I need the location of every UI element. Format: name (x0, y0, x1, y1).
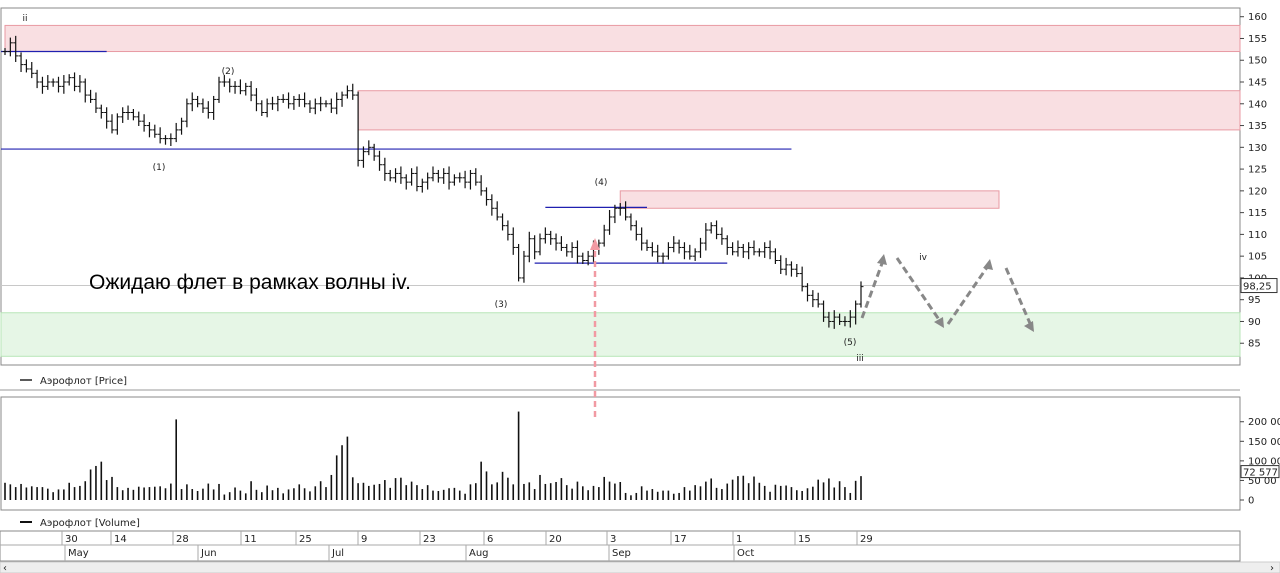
date-label: 9 (361, 534, 367, 545)
y-tick-label: 85 (1248, 339, 1261, 350)
date-label: 17 (674, 534, 687, 545)
wave-label: iv (919, 253, 928, 263)
last-price-label: 98,25 (1243, 282, 1272, 293)
y-tick-label: 95 (1248, 295, 1261, 306)
price-pane-frame (0, 7, 1241, 366)
date-label: 1 (736, 534, 742, 545)
projection-arrowhead (934, 317, 944, 328)
y-tick-label: 130 (1248, 143, 1267, 154)
y-tick-label: 140 (1248, 99, 1267, 110)
wave-label: (3) (495, 300, 508, 310)
date-label: 14 (114, 534, 127, 545)
zone-resistance (619, 190, 1000, 209)
projection-segment (895, 257, 944, 325)
month-label: Oct (737, 548, 754, 559)
projection-segment (860, 257, 886, 319)
date-label: 28 (176, 534, 189, 545)
y-tick-label: 105 (1248, 252, 1267, 263)
projection-arrowhead (877, 254, 887, 265)
date-label: 11 (244, 534, 257, 545)
projection-arrowhead (1024, 321, 1034, 332)
month-label: May (68, 548, 89, 559)
volume-legend: Аэрофлот [Volume] (40, 518, 140, 529)
vol-tick-label: 150 00 (1248, 437, 1280, 448)
y-tick-label: 135 (1248, 121, 1267, 132)
y-tick-label: 90 (1248, 317, 1261, 328)
date-label: 29 (860, 534, 873, 545)
wave-label: (1) (153, 163, 166, 173)
date-label: 20 (549, 534, 562, 545)
projection-segment (946, 262, 992, 325)
last-volume-label: 72 577 (1243, 468, 1278, 479)
last-price-box (1240, 278, 1278, 294)
wave-label: (2) (222, 67, 235, 77)
wave-label: (5) (844, 338, 857, 348)
vol-tick-label: 100 00 (1248, 456, 1280, 467)
y-tick-label: 145 (1248, 78, 1267, 89)
arrow-head (590, 238, 600, 250)
y-tick-label: 125 (1248, 165, 1267, 176)
zone-resistance (4, 24, 1241, 53)
projection-arrowhead (983, 259, 993, 270)
zone-support (0, 312, 1241, 357)
date-label: 23 (423, 534, 436, 545)
y-tick-label: 155 (1248, 34, 1267, 45)
date-label: 6 (487, 534, 493, 545)
month-label: Sep (612, 548, 631, 559)
date-axis (0, 530, 1241, 562)
scroll-left-icon: ‹ (3, 563, 7, 573)
wave-label: iii (856, 354, 864, 364)
date-label: 15 (798, 534, 811, 545)
annotation-text: Ожидаю флет в рамках волны iv. (89, 271, 411, 294)
y-tick-label: 110 (1248, 230, 1267, 241)
date-label: 25 (299, 534, 312, 545)
wave-label: (4) (595, 178, 608, 188)
y-tick-label: 115 (1248, 208, 1267, 219)
month-label: Jul (331, 548, 344, 559)
wave-label: ii (22, 14, 27, 24)
vol-tick-label: 50 00 (1248, 476, 1277, 487)
horizontal-scrollbar (0, 561, 1280, 573)
price-legend: Аэрофлот [Price] (40, 376, 127, 387)
month-label: Jun (200, 548, 217, 559)
y-tick-label: 150 (1248, 56, 1267, 67)
month-label: Aug (469, 548, 489, 559)
zone-resistance (357, 90, 1241, 131)
last-volume-box (1240, 465, 1280, 479)
vol-tick-label: 200 00 (1248, 417, 1280, 428)
y-tick-label: 120 (1248, 186, 1267, 197)
volume-pane-frame (0, 396, 1241, 511)
y-tick-label: 160 (1248, 12, 1267, 23)
scroll-right-icon: › (1270, 563, 1274, 573)
date-label: 30 (65, 534, 78, 545)
date-label: 3 (610, 534, 616, 545)
vol-tick-label: 0 (1248, 496, 1254, 507)
